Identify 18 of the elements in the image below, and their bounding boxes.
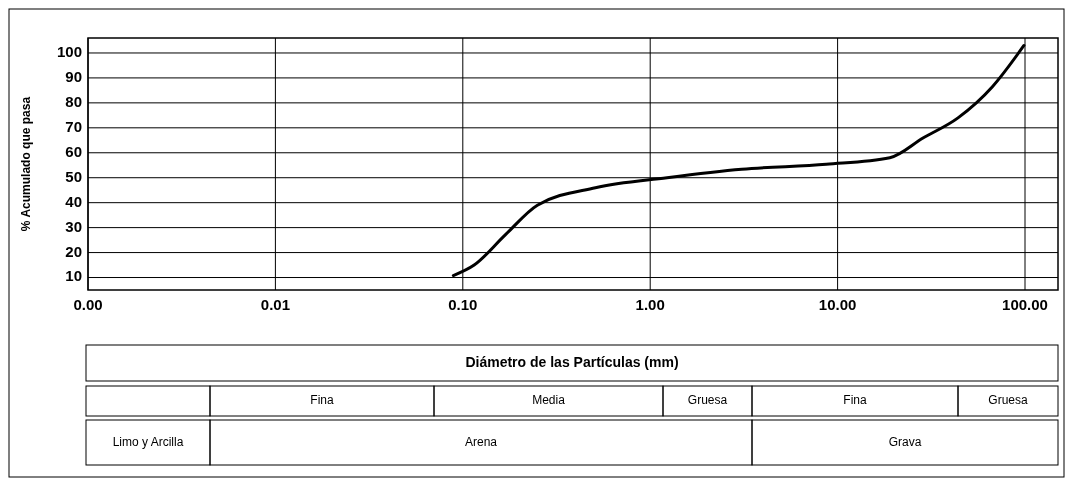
x-tick-label: 0.10 <box>448 296 478 313</box>
classification-table: Diámetro de las Partículas (mm) Fina Media Gruesa Fina Gruesa Limo y Arcilla Arena Grava <box>85 344 1059 466</box>
x-tick-label: 1.00 <box>635 296 665 313</box>
y-tick-label: 70 <box>65 117 82 135</box>
y-tick-label: 90 <box>65 67 82 85</box>
y-tick-label: 40 <box>65 192 82 210</box>
y-tick-label: 10 <box>65 267 82 285</box>
y-tick-label: 60 <box>65 142 82 160</box>
y-tick-label: 100 <box>56 42 82 60</box>
x-tick-label: 100.00 <box>1002 296 1048 313</box>
y-tick-label: 20 <box>65 242 82 260</box>
x-tick-label: 10.00 <box>818 296 857 313</box>
x-tick-label: 0.00 <box>73 296 103 313</box>
x-tick-label: 0.01 <box>260 296 290 313</box>
y-tick-label: 80 <box>65 92 82 110</box>
y-tick-label: 30 <box>65 217 82 235</box>
y-axis-title: % Acumulado que pasa <box>19 96 33 232</box>
y-tick-label: 50 <box>65 167 82 185</box>
